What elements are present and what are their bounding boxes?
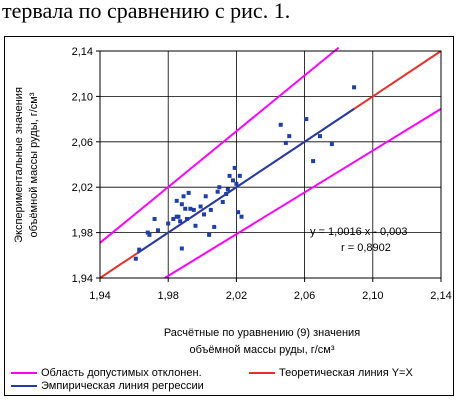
data-point-42 bbox=[304, 117, 309, 122]
point-layer bbox=[133, 85, 357, 261]
data-point-18 bbox=[188, 206, 193, 211]
y-tick-label-0: 1,94 bbox=[72, 273, 93, 285]
data-point-15 bbox=[183, 206, 188, 211]
data-point-24 bbox=[207, 232, 212, 237]
legend-item-regression: Эмпирическая линия регрессии bbox=[11, 380, 204, 392]
data-point-44 bbox=[317, 134, 322, 139]
data-point-17 bbox=[186, 190, 191, 195]
data-point-38 bbox=[239, 214, 244, 219]
legend-label-band: Область допустимых отклонен. bbox=[41, 367, 202, 379]
series-line-band-0 bbox=[99, 46, 340, 244]
x-tick-label-3: 2,06 bbox=[294, 290, 315, 302]
series-line-band-1 bbox=[164, 108, 442, 279]
y-tick-label-4: 2,10 bbox=[72, 91, 93, 103]
tick-layer: 1,94 1,94 1,98 1,98 2,02 2,02 2,06 2,06 2,10 2,10… bbox=[72, 46, 452, 302]
data-point-14 bbox=[181, 194, 186, 199]
data-point-46 bbox=[352, 85, 357, 90]
plot-area-border bbox=[99, 50, 442, 279]
data-point-28 bbox=[217, 185, 222, 190]
data-point-36 bbox=[236, 210, 241, 215]
legend-swatch-band bbox=[11, 372, 37, 375]
y-tick-label-5: 2,14 bbox=[72, 46, 93, 58]
x-axis-label-line2: объёмной массы руды, г/см³ bbox=[189, 344, 334, 356]
x-tick-label-2: 2,02 bbox=[226, 290, 247, 302]
data-point-12 bbox=[179, 202, 184, 207]
data-point-1 bbox=[137, 247, 142, 252]
top-text: тервала по сравнению с рис. 1. bbox=[2, 0, 291, 23]
data-point-29 bbox=[220, 199, 225, 204]
chart-frame: 1,94 1,94 1,98 1,98 2,02 2,02 2,06 2,06 2,10 2,10… bbox=[4, 36, 454, 396]
data-point-3 bbox=[147, 232, 152, 237]
legend-label-regression: Эмпирическая линия регрессии bbox=[41, 380, 204, 392]
data-point-16 bbox=[184, 216, 189, 221]
legend-swatch-regression bbox=[11, 385, 37, 388]
data-point-6 bbox=[166, 221, 171, 226]
data-point-35 bbox=[234, 181, 239, 186]
data-point-45 bbox=[329, 142, 334, 147]
correlation-coefficient: r = 0,8902 bbox=[341, 242, 391, 254]
data-point-43 bbox=[311, 159, 316, 164]
data-point-33 bbox=[230, 178, 235, 183]
scatter-chart: 1,94 1,94 1,98 1,98 2,02 2,02 2,06 2,06 2,10 2,10… bbox=[13, 46, 452, 356]
legend-label-theoretical: Теоретическая линия Y=X bbox=[279, 367, 413, 379]
data-point-26 bbox=[212, 224, 217, 229]
data-point-40 bbox=[283, 140, 288, 145]
legend-item-band: Область допустимых отклонен. bbox=[11, 367, 202, 379]
legend-item-theoretical: Теоретическая линия Y=X bbox=[249, 367, 413, 379]
data-point-21 bbox=[198, 204, 203, 209]
data-point-31 bbox=[225, 187, 230, 192]
data-point-5 bbox=[155, 228, 160, 233]
data-point-39 bbox=[278, 122, 283, 127]
data-point-10 bbox=[176, 214, 181, 219]
data-point-9 bbox=[174, 198, 179, 203]
data-point-4 bbox=[152, 216, 157, 221]
data-point-25 bbox=[208, 207, 213, 212]
x-tick-label-1: 1,98 bbox=[157, 290, 178, 302]
regression-equation: y = 1,0016 x - 0,003 bbox=[310, 226, 408, 238]
x-tick-label-5: 2,14 bbox=[430, 290, 451, 302]
data-point-32 bbox=[227, 173, 232, 178]
data-point-27 bbox=[215, 189, 220, 194]
y-axis-label-line1: Экспериментальные значения bbox=[13, 87, 25, 243]
x-axis-label-line1: Расчётные по уравнению (9) значения bbox=[164, 327, 360, 339]
data-point-2 bbox=[145, 230, 150, 235]
data-point-23 bbox=[203, 194, 208, 199]
data-point-34 bbox=[232, 165, 237, 170]
data-point-7 bbox=[171, 216, 176, 221]
data-point-19 bbox=[191, 207, 196, 212]
data-point-11 bbox=[178, 219, 183, 224]
data-point-41 bbox=[287, 134, 292, 139]
x-tick-label-4: 2,10 bbox=[362, 290, 383, 302]
data-point-30 bbox=[224, 192, 229, 197]
data-point-22 bbox=[202, 212, 207, 217]
series-line-regression-0 bbox=[136, 108, 355, 254]
y-tick-label-2: 2,02 bbox=[72, 182, 93, 194]
x-tick-label-0: 1,94 bbox=[89, 290, 110, 302]
data-point-20 bbox=[193, 223, 198, 228]
y-tick-label-3: 2,06 bbox=[72, 137, 93, 149]
y-axis-label-line2: объёмной массы руды, г/см³ bbox=[28, 92, 40, 237]
data-point-0 bbox=[133, 256, 138, 261]
y-tick-label-1: 1,98 bbox=[72, 228, 93, 240]
band-layer bbox=[99, 46, 442, 279]
data-point-13 bbox=[179, 246, 184, 251]
legend-swatch-theoretical bbox=[249, 372, 275, 375]
data-point-37 bbox=[237, 173, 242, 178]
